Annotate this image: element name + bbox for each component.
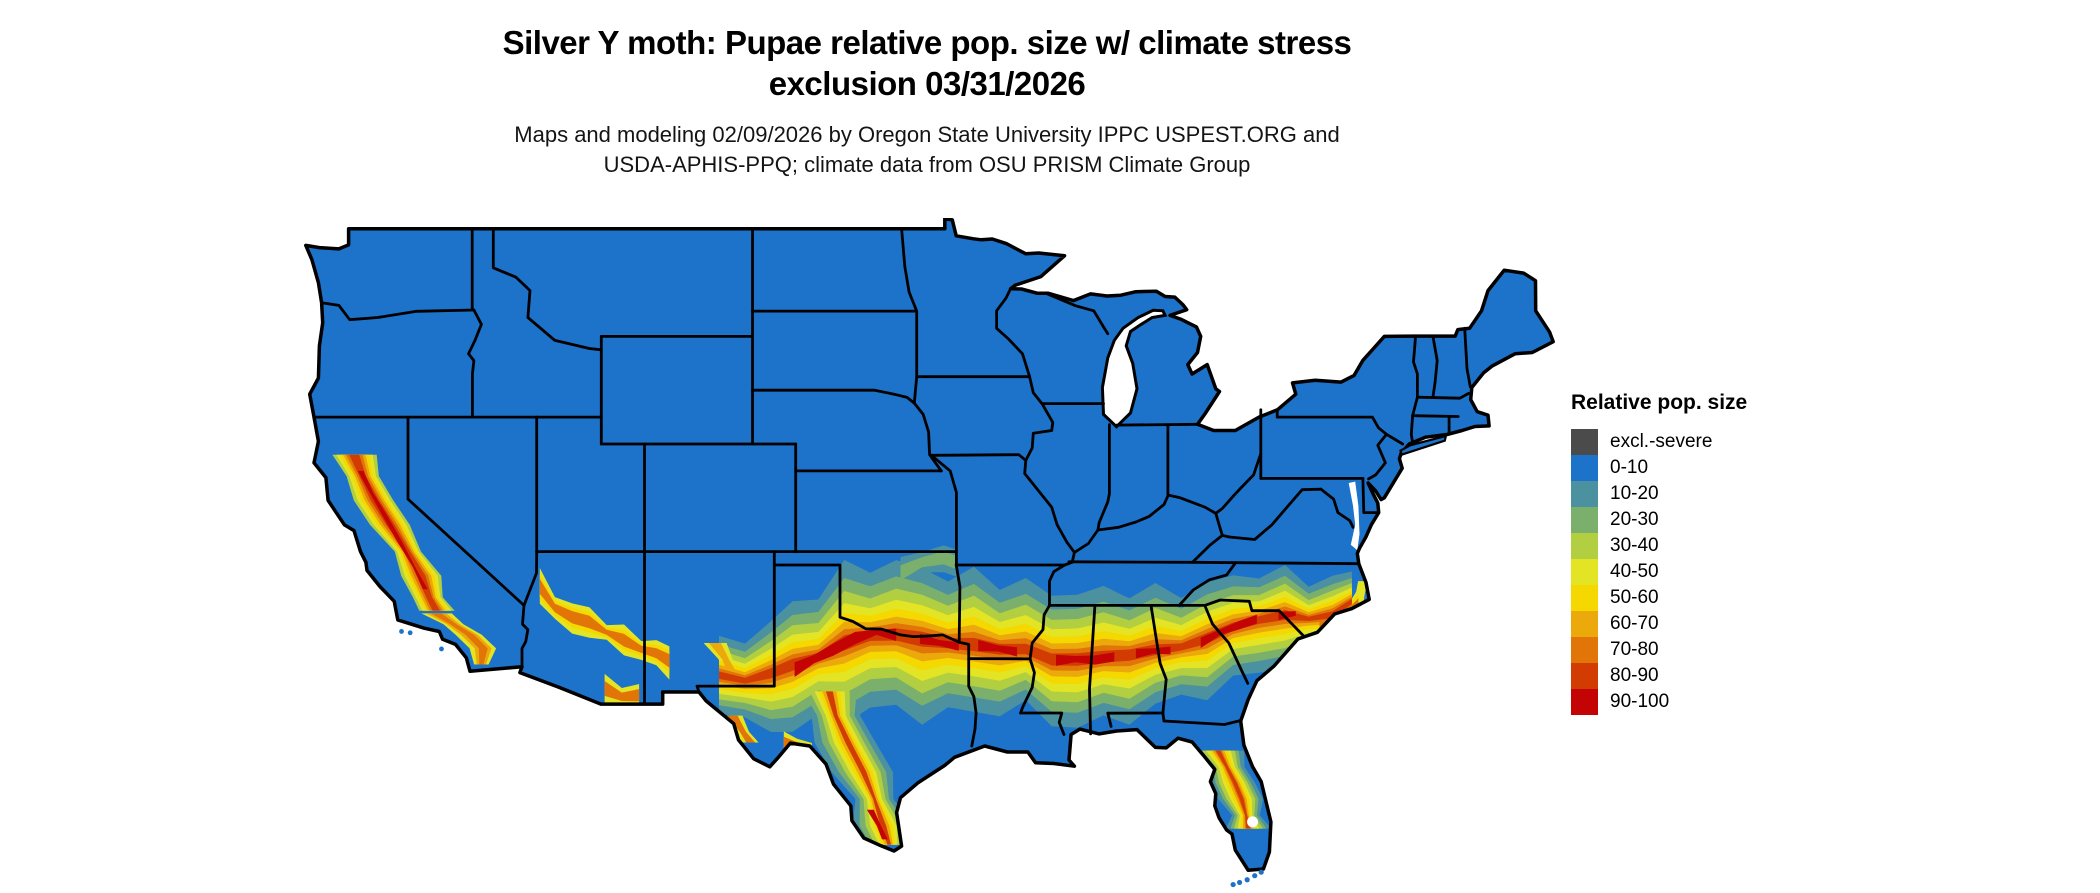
legend-swatch-icon [1571,585,1598,611]
chesapeake-bay [1348,481,1360,551]
legend-item-label: 80-90 [1610,665,1659,686]
legend-swatch-icon [1571,689,1598,715]
legend-items: excl.-severe 0-10 10-20 20-30 30-40 40-50 50-6… [1571,429,1747,715]
legend-item-label: 20-30 [1610,509,1659,530]
state-borders [312,227,1472,748]
legend-item: 80-90 [1571,663,1747,689]
legend-item: 0-10 [1571,455,1747,481]
legend-swatch-icon [1571,533,1598,559]
title-block: Silver Y moth: Pupae relative pop. size … [0,22,1854,180]
legend-item: 60-70 [1571,611,1747,637]
legend-item-label: excl.-severe [1610,431,1713,452]
legend-swatch-icon [1571,559,1598,585]
legend-item: 10-20 [1571,481,1747,507]
channel-island-dot [407,630,413,636]
legend-item-label: 50-60 [1610,587,1659,608]
florida-keys-dot [1252,873,1258,879]
legend-item-label: 30-40 [1610,535,1659,556]
legend-item-label: 90-100 [1610,691,1670,712]
conus-choropleth-map [304,218,1555,888]
florida-keys-dot [1230,881,1236,888]
florida-keys-dot [1258,869,1264,875]
florida-keys-dot [1237,879,1243,886]
map-fill-layers [305,218,1554,871]
lake-michigan [1100,308,1168,429]
legend-swatch-icon [1571,429,1598,455]
legend-item: 20-30 [1571,507,1747,533]
title-line1: Silver Y moth: Pupae relative pop. size … [502,24,1352,61]
channel-island-dot [399,629,404,634]
legend-item-label: 70-80 [1610,639,1659,660]
conus-outline [304,218,1555,873]
legend-item: 50-60 [1571,585,1747,611]
title-line2: exclusion 03/31/2026 [768,65,1086,102]
legend-swatch-icon [1571,637,1598,663]
legend-item: excl.-severe [1571,429,1747,455]
legend: Relative pop. size excl.-severe 0-10 10-20… [1571,391,1747,715]
lake-okeechobee [1247,816,1259,828]
florida-keys-dot [1244,877,1250,883]
legend-swatch-icon [1571,611,1598,637]
legend-swatch-icon [1571,507,1598,533]
legend-item: 90-100 [1571,689,1747,715]
legend-item: 40-50 [1571,559,1747,585]
page-title: Silver Y moth: Pupae relative pop. size … [0,22,1854,104]
legend-swatch-icon [1571,663,1598,689]
legend-item-label: 40-50 [1610,561,1659,582]
long-island [1399,434,1448,457]
page-subtitle: Maps and modeling 02/09/2026 by Oregon S… [0,120,1854,180]
legend-item: 70-80 [1571,637,1747,663]
subtitle-line2: USDA-APHIS-PPQ; climate data from OSU PR… [603,152,1251,177]
legend-item: 30-40 [1571,533,1747,559]
channel-island-dot [439,646,444,652]
legend-swatch-icon [1571,481,1598,507]
legend-item-label: 60-70 [1610,613,1659,634]
legend-title: Relative pop. size [1571,391,1748,414]
legend-item-label: 10-20 [1610,483,1659,504]
legend-item-label: 0-10 [1610,457,1649,478]
legend-swatch-icon [1571,455,1598,481]
subtitle-line1: Maps and modeling 02/09/2026 by Oregon S… [514,122,1340,147]
